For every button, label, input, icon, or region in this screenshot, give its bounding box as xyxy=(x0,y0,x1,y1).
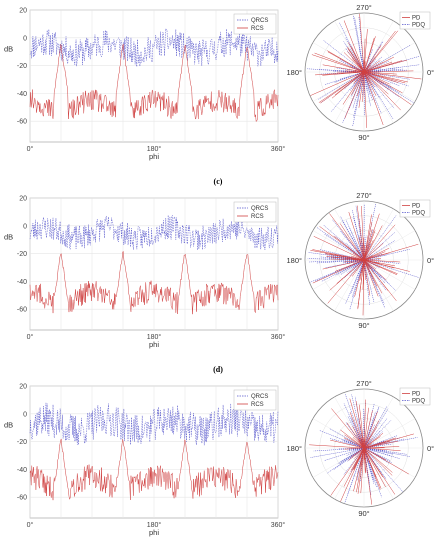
x-tick-label: 360° xyxy=(271,333,286,341)
legend-label-rcs: RCS xyxy=(251,214,264,220)
polar-spikes xyxy=(310,13,422,128)
polar-grid-spoke xyxy=(363,259,394,312)
legend-box xyxy=(233,201,277,223)
polar-label-left: 180° xyxy=(286,68,302,77)
y-tick-label: 20 xyxy=(19,384,27,391)
polar-legend-label-pd: PD xyxy=(412,204,421,210)
polar-grid-spoke xyxy=(363,20,394,73)
polar-grid-spoke xyxy=(312,71,365,102)
polar-grid-spoke xyxy=(363,396,394,449)
polar-legend-label-pdq: PDQ xyxy=(412,211,425,217)
series-line-rcs xyxy=(29,250,279,315)
polar-grid-spoke xyxy=(312,259,365,290)
legend-label-rcs: RCS xyxy=(251,402,264,408)
y-tick-label: -60 xyxy=(17,495,27,502)
x-tick-label: 0° xyxy=(27,145,34,153)
polar-label-top: 270° xyxy=(356,3,372,12)
panel-c: 20 0 -20 -40 -60 0° 180° 360° phi dB QRCS RCS (c) 270… xyxy=(4,3,434,186)
polar-legend-label-pd: PD xyxy=(412,392,421,398)
x-tick-label: 180° xyxy=(147,333,162,341)
polar-label-bottom: 90° xyxy=(358,321,369,330)
legend-label-qrcs: QRCS xyxy=(251,18,268,24)
polar-grid-spoke xyxy=(363,259,416,290)
polar-spikes xyxy=(309,398,414,505)
polar-label-right: 0° xyxy=(427,68,434,77)
polar-legend-label-pdq: PDQ xyxy=(412,23,425,29)
series-line-rcs xyxy=(29,43,279,123)
y-tick-label: 20 xyxy=(19,196,27,203)
series-line-rcs xyxy=(29,438,279,501)
legend-label-rcs: RCS xyxy=(251,26,264,32)
x-tick-label: 0° xyxy=(27,333,34,341)
x-axis-label: phi xyxy=(149,340,159,349)
x-axis-label: phi xyxy=(149,152,159,161)
y-tick-label: -20 xyxy=(17,63,27,70)
y-tick-label: 20 xyxy=(19,8,27,15)
polar-label-top: 270° xyxy=(356,379,372,388)
x-axis-label: phi xyxy=(149,528,159,537)
polar-spikes xyxy=(310,205,419,316)
y-tick-label: 0 xyxy=(23,411,27,418)
polar-legend-label-pd: PD xyxy=(412,16,421,22)
polar-grid-spoke xyxy=(363,208,394,261)
polar-label-bottom: 90° xyxy=(358,509,369,518)
y-tick-label: -20 xyxy=(17,251,27,258)
panel-e: 200-20-40-600°180°360°phidBQRCSRCS(e)270… xyxy=(4,379,434,537)
panel-d: 20 0 -20 -40 -60 0° 180° 360° phi dB QRCS RCS (d) 270… xyxy=(4,191,434,374)
series-line-qrcs xyxy=(29,215,279,251)
legend-box xyxy=(233,389,277,411)
y-tick-label: -40 xyxy=(17,279,27,286)
y-tick-label: -60 xyxy=(17,307,27,314)
polar-grid-spoke xyxy=(312,230,365,261)
polar-grid-spoke xyxy=(363,418,416,449)
legend-box xyxy=(233,13,277,35)
y-tick-label: -40 xyxy=(17,467,27,474)
polar-grid-spoke xyxy=(312,447,365,478)
y-tick-label: -20 xyxy=(17,439,27,446)
x-tick-label: 360° xyxy=(271,145,286,153)
y-axis-label: dB xyxy=(4,45,13,54)
legend-label-qrcs: QRCS xyxy=(251,394,268,400)
polar-label-right: 0° xyxy=(427,256,434,265)
polar-grid-spoke xyxy=(334,20,365,73)
x-tick-label: 180° xyxy=(147,145,162,153)
polar-label-right: 0° xyxy=(427,444,434,453)
y-tick-label: -60 xyxy=(17,119,27,126)
polar-label-top: 270° xyxy=(356,191,372,200)
polar-label-left: 180° xyxy=(286,444,302,453)
polar-grid-spoke xyxy=(334,208,365,261)
y-tick-label: 0 xyxy=(23,223,27,230)
panel-label: (d) xyxy=(213,365,223,374)
polar-label-bottom: 90° xyxy=(358,133,369,142)
legend-label-qrcs: QRCS xyxy=(251,206,268,212)
polar-grid-spoke xyxy=(334,259,365,312)
series-line-qrcs xyxy=(29,28,279,67)
polar-label-left: 180° xyxy=(286,256,302,265)
x-tick-label: 360° xyxy=(271,521,286,529)
y-tick-label: 0 xyxy=(23,35,27,42)
y-axis-label: dB xyxy=(4,421,13,430)
polar-grid-spoke xyxy=(363,230,416,261)
polar-legend-label-pdq: PDQ xyxy=(412,399,425,405)
x-tick-label: 180° xyxy=(147,521,162,529)
polar-grid-spoke xyxy=(312,418,365,449)
y-tick-label: -40 xyxy=(17,91,27,98)
x-tick-label: 0° xyxy=(27,521,34,529)
panel-label: (c) xyxy=(214,177,223,186)
y-axis-label: dB xyxy=(4,233,13,242)
